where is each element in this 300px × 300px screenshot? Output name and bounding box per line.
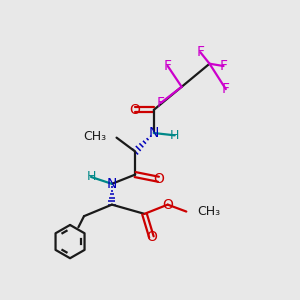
Text: F: F <box>196 45 204 59</box>
Text: F: F <box>164 59 172 73</box>
Text: CH₃: CH₃ <box>197 205 220 218</box>
Text: F: F <box>157 96 165 110</box>
Text: H: H <box>170 129 179 142</box>
Text: O: O <box>146 230 157 244</box>
Text: N: N <box>107 177 117 191</box>
Text: F: F <box>222 82 230 96</box>
Text: O: O <box>162 198 173 212</box>
Text: O: O <box>130 103 141 117</box>
Text: N: N <box>148 126 159 140</box>
Text: F: F <box>220 59 227 73</box>
Text: CH₃: CH₃ <box>83 130 106 143</box>
Text: H: H <box>86 170 96 183</box>
Text: O: O <box>153 172 164 186</box>
